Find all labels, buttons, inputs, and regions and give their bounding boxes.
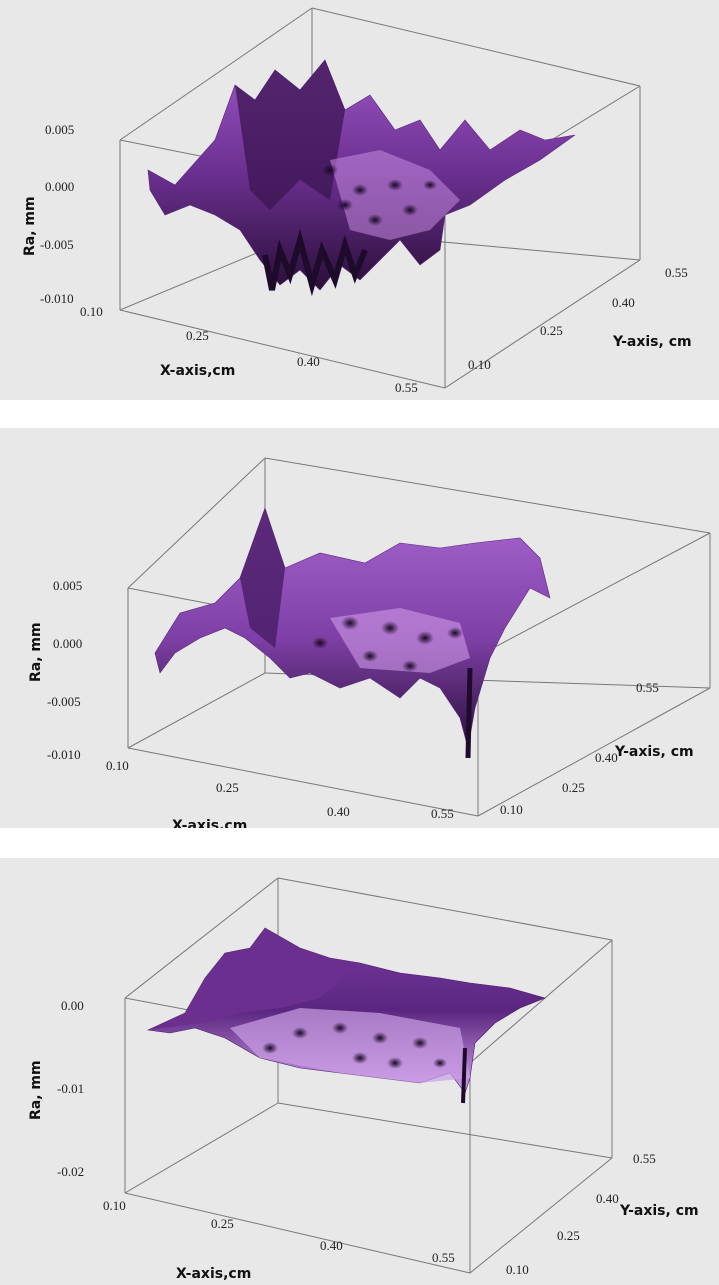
x-axis-label: X-axis,cm: [160, 363, 235, 379]
y-tick: 0.40: [612, 295, 635, 310]
y-tick: 0.25: [562, 780, 585, 795]
y-tick: 0.40: [595, 750, 618, 765]
y-tick: 0.10: [468, 357, 491, 372]
x-tick: 0.25: [216, 780, 239, 795]
surface-plot-3: 0.00 -0.01 -0.02 0.10 0.25 0.40 0.55 0.1…: [0, 858, 719, 1285]
z-tick: 0.005: [53, 578, 82, 593]
y-tick: 0.40: [596, 1191, 619, 1206]
surface-plot-2: 0.005 0.000 -0.005 -0.010 0.10 0.25 0.40…: [0, 428, 719, 828]
x-tick: 0.55: [431, 806, 454, 821]
z-axis-label: Ra, mm: [28, 1060, 44, 1120]
y-ticks-3: 0.10 0.25 0.40 0.55: [506, 1151, 656, 1277]
y-ticks-2: 0.10 0.25 0.40 0.55: [500, 680, 659, 817]
z-tick: -0.01: [57, 1081, 84, 1096]
z-axis-label: Ra, mm: [22, 196, 38, 256]
x-tick: 0.40: [320, 1238, 343, 1253]
x-axis-label: X-axis,cm: [176, 1266, 251, 1282]
x-tick: 0.55: [432, 1250, 455, 1265]
z-tick: -0.005: [47, 694, 81, 709]
z-ticks-1: 0.005 0.000 -0.005 -0.010: [40, 122, 74, 306]
z-tick: 0.005: [45, 122, 74, 137]
z-tick: 0.00: [61, 998, 84, 1013]
surface-plot-1-svg: 0.005 0.000 -0.005 -0.010 0.10 0.25 0.40…: [22, 7, 692, 395]
y-tick: 0.25: [540, 323, 563, 338]
surface-mesh-1: [147, 59, 576, 297]
z-tick: -0.005: [40, 237, 74, 252]
x-tick: 0.10: [103, 1198, 126, 1213]
z-ticks-3: 0.00 -0.01 -0.02: [57, 998, 84, 1179]
x-tick: 0.25: [186, 328, 209, 343]
x-tick: 0.55: [395, 380, 418, 395]
y-axis-label: Y-axis, cm: [614, 744, 694, 760]
z-tick: -0.010: [40, 291, 74, 306]
x-tick: 0.10: [80, 304, 103, 319]
surface-plot-3-svg: 0.00 -0.01 -0.02 0.10 0.25 0.40 0.55 0.1…: [28, 877, 699, 1282]
surface-plot-2-svg: 0.005 0.000 -0.005 -0.010 0.10 0.25 0.40…: [28, 457, 711, 828]
x-axis-label: X-axis,cm: [172, 818, 247, 828]
surface-mesh-2: [154, 507, 551, 759]
x-ticks-3: 0.10 0.25 0.40 0.55: [103, 1198, 455, 1265]
y-tick: 0.25: [557, 1228, 580, 1243]
y-axis-label: Y-axis, cm: [612, 334, 692, 350]
y-axis-label: Y-axis, cm: [619, 1203, 699, 1219]
z-tick: 0.000: [45, 179, 74, 194]
x-tick: 0.40: [297, 354, 320, 369]
z-axis-label: Ra, mm: [28, 622, 44, 682]
z-tick: -0.02: [57, 1164, 84, 1179]
x-tick: 0.40: [327, 804, 350, 819]
z-tick: 0.000: [53, 636, 82, 651]
y-tick: 0.55: [633, 1151, 656, 1166]
y-tick: 0.10: [500, 802, 523, 817]
x-tick: 0.25: [211, 1216, 234, 1231]
x-ticks-2: 0.10 0.25 0.40 0.55: [106, 758, 454, 821]
z-tick: -0.010: [47, 747, 81, 762]
surface-mesh-3: [146, 927, 546, 1104]
y-tick: 0.55: [636, 680, 659, 695]
x-ticks-1: 0.10 0.25 0.40 0.55: [80, 304, 418, 395]
y-tick: 0.55: [665, 265, 688, 280]
z-ticks-2: 0.005 0.000 -0.005 -0.010: [47, 578, 82, 762]
x-tick: 0.10: [106, 758, 129, 773]
surface-plot-1: 0.005 0.000 -0.005 -0.010 0.10 0.25 0.40…: [0, 0, 719, 400]
y-ticks-1: 0.10 0.25 0.40 0.55: [468, 265, 688, 372]
y-tick: 0.10: [506, 1262, 529, 1277]
